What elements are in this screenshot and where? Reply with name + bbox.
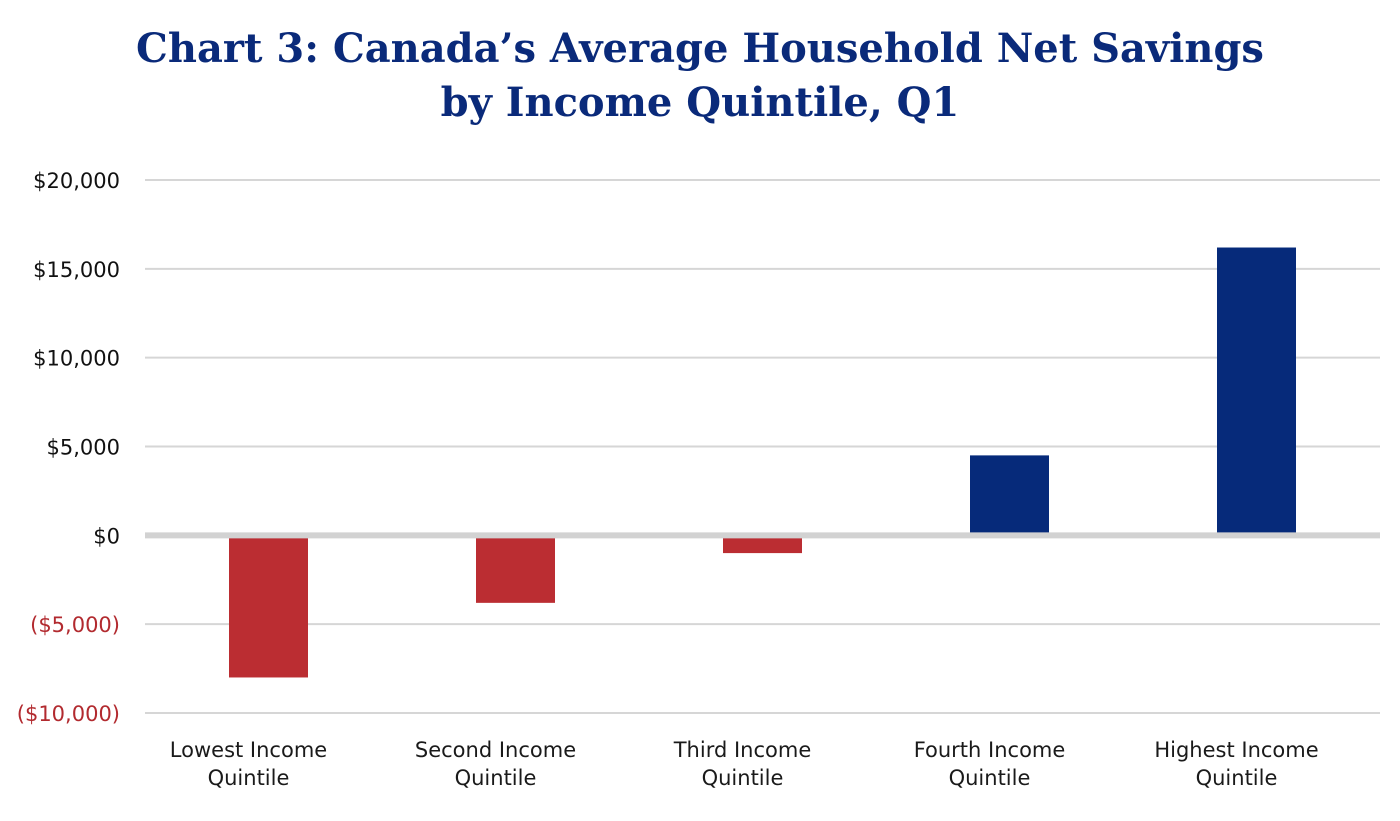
chart-title-line-2: by Income Quintile, Q1 xyxy=(440,79,960,126)
grid-lines xyxy=(145,179,1380,714)
bar xyxy=(476,535,555,603)
y-tick-label: $20,000 xyxy=(33,169,120,193)
chart-title: Chart 3: Canada’s Average Household Net … xyxy=(0,22,1400,130)
x-tick-label: Third Income Quintile xyxy=(673,738,812,790)
bar xyxy=(1217,247,1296,536)
y-tick-label: ($10,000) xyxy=(17,702,120,726)
y-tick-label: $15,000 xyxy=(33,258,120,282)
y-tick-label: $5,000 xyxy=(47,436,120,460)
y-tick-label: $10,000 xyxy=(33,347,120,371)
bar xyxy=(723,535,802,554)
y-axis-tick-labels: $20,000 $15,000 $10,000 $5,000 $0 ($5,000) ($1… xyxy=(17,169,120,726)
x-tick-label: Fourth Income Quintile xyxy=(914,738,1066,790)
bar xyxy=(970,455,1049,536)
x-tick-label: Lowest Income Quintile xyxy=(170,738,327,790)
chart-title-line-1: Chart 3: Canada’s Average Household Net … xyxy=(136,25,1264,72)
x-tick-label: Highest Income Quintile xyxy=(1154,738,1318,790)
x-axis-tick-labels: Lowest Income Quintile Second Income Quinti… xyxy=(170,738,1319,790)
bar xyxy=(229,535,308,678)
bars xyxy=(229,247,1296,678)
x-tick-label: Second Income Quintile xyxy=(415,738,576,790)
y-tick-label: ($5,000) xyxy=(30,613,120,637)
y-tick-label: $0 xyxy=(93,524,120,548)
